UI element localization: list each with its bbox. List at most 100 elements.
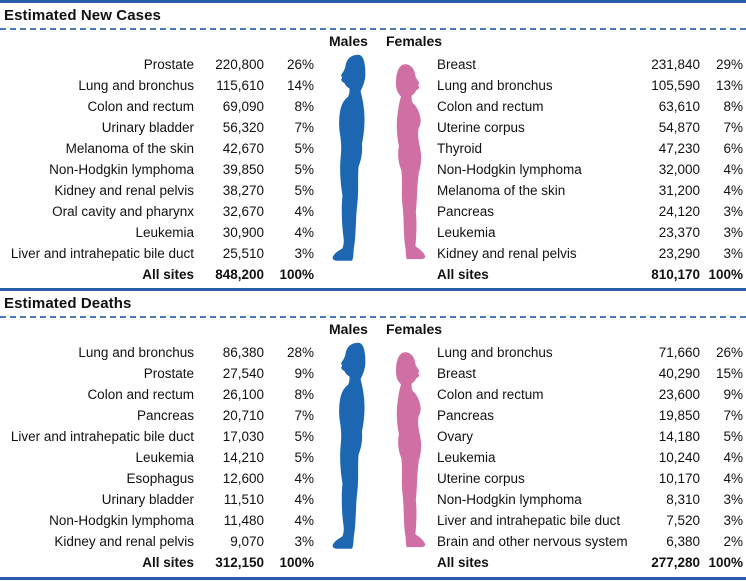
male-silhouette-icon xyxy=(331,341,379,562)
percent-value: 29% xyxy=(715,57,743,72)
case-count: 24,120 xyxy=(658,204,700,219)
percent-value: 9% xyxy=(723,387,743,402)
dashed-divider-line xyxy=(0,28,746,30)
site-label: Pancreas xyxy=(136,408,194,423)
death-count: 19,850 xyxy=(658,408,700,423)
males-header: Males xyxy=(329,321,368,337)
site-label: Pancreas xyxy=(437,408,495,423)
percent-value: 6% xyxy=(723,141,743,156)
male-silhouette-icon xyxy=(331,53,379,274)
case-count: 220,800 xyxy=(215,57,264,72)
percent-value: 8% xyxy=(294,99,314,114)
table-row: Kidney and renal pelvis 38,270 5% xyxy=(0,180,316,201)
percent-value: 100% xyxy=(708,555,743,570)
site-label: Non-Hodgkin lymphoma xyxy=(437,492,582,507)
site-label: Prostate xyxy=(143,366,194,381)
site-label: Colon and rectum xyxy=(87,387,194,402)
site-label: All sites xyxy=(437,267,489,282)
table-row: Non-Hodgkin lymphoma 32,000 4% xyxy=(430,159,746,180)
table-row: Urinary bladder 56,320 7% xyxy=(0,117,316,138)
male-new-cases-table: Prostate 220,800 26% Lung and bronchus 1… xyxy=(0,54,316,285)
table-row: Breast 231,840 29% xyxy=(430,54,746,75)
site-label: Lung and bronchus xyxy=(437,78,553,93)
percent-value: 4% xyxy=(294,225,314,240)
death-count: 9,070 xyxy=(230,534,264,549)
case-count: 63,610 xyxy=(658,99,700,114)
death-count: 23,600 xyxy=(658,387,700,402)
table-row: Non-Hodgkin lymphoma 11,480 4% xyxy=(0,510,316,531)
table-row: Pancreas 24,120 3% xyxy=(430,201,746,222)
site-label: Melanoma of the skin xyxy=(437,183,566,198)
case-count: 38,270 xyxy=(222,183,264,198)
site-label: Lung and bronchus xyxy=(78,78,194,93)
table-row: Leukemia 10,240 4% xyxy=(430,447,746,468)
site-label: All sites xyxy=(142,555,194,570)
site-label: Uterine corpus xyxy=(437,120,525,135)
percent-value: 14% xyxy=(286,78,314,93)
females-header: Females xyxy=(386,33,443,49)
death-count: 71,660 xyxy=(658,345,700,360)
site-label: Breast xyxy=(437,366,477,381)
site-label: Non-Hodgkin lymphoma xyxy=(49,162,194,177)
percent-value: 13% xyxy=(715,78,743,93)
table-row: Melanoma of the skin 42,670 5% xyxy=(0,138,316,159)
table-row: All sites 810,170 100% xyxy=(430,264,746,285)
site-label: Lung and bronchus xyxy=(78,345,194,360)
site-label: Uterine corpus xyxy=(437,471,525,486)
percent-value: 5% xyxy=(723,429,743,444)
table-row: Oral cavity and pharynx 32,670 4% xyxy=(0,201,316,222)
dashed-divider-line xyxy=(0,316,746,318)
percent-value: 4% xyxy=(294,471,314,486)
site-label: Non-Hodgkin lymphoma xyxy=(49,513,194,528)
table-row: Kidney and renal pelvis 9,070 3% xyxy=(0,531,316,552)
bottom-border-line xyxy=(0,577,746,580)
table-row: Leukemia 14,210 5% xyxy=(0,447,316,468)
table-row: Prostate 220,800 26% xyxy=(0,54,316,75)
death-count: 312,150 xyxy=(215,555,264,570)
percent-value: 4% xyxy=(294,492,314,507)
death-count: 14,210 xyxy=(222,450,264,465)
death-count: 277,280 xyxy=(651,555,700,570)
table-row: Leukemia 30,900 4% xyxy=(0,222,316,243)
percent-value: 4% xyxy=(294,513,314,528)
case-count: 47,230 xyxy=(658,141,700,156)
female-silhouette-icon xyxy=(385,61,431,272)
case-count: 39,850 xyxy=(222,162,264,177)
percent-value: 3% xyxy=(723,492,743,507)
table-row: Colon and rectum 69,090 8% xyxy=(0,96,316,117)
case-count: 69,090 xyxy=(222,99,264,114)
table-row: Esophagus 12,600 4% xyxy=(0,468,316,489)
death-count: 14,180 xyxy=(658,429,700,444)
case-count: 42,670 xyxy=(222,141,264,156)
percent-value: 28% xyxy=(286,345,314,360)
case-count: 23,290 xyxy=(658,246,700,261)
site-label: Brain and other nervous system xyxy=(437,534,628,549)
table-row: Colon and rectum 26,100 8% xyxy=(0,384,316,405)
site-label: All sites xyxy=(437,555,489,570)
table-row: Prostate 27,540 9% xyxy=(0,363,316,384)
case-count: 32,000 xyxy=(658,162,700,177)
percent-value: 9% xyxy=(294,366,314,381)
table-row: Urinary bladder 11,510 4% xyxy=(0,489,316,510)
percent-value: 8% xyxy=(723,99,743,114)
section-title-deaths: Estimated Deaths xyxy=(4,295,132,312)
site-label: Liver and intrahepatic bile duct xyxy=(437,513,621,528)
table-row: Melanoma of the skin 31,200 4% xyxy=(430,180,746,201)
percent-value: 5% xyxy=(294,429,314,444)
percent-value: 4% xyxy=(723,471,743,486)
section-divider-line xyxy=(0,288,746,291)
percent-value: 100% xyxy=(279,267,314,282)
site-label: Urinary bladder xyxy=(101,120,194,135)
death-count: 10,240 xyxy=(658,450,700,465)
percent-value: 7% xyxy=(294,120,314,135)
table-row: Liver and intrahepatic bile duct 17,030 … xyxy=(0,426,316,447)
table-row: All sites 277,280 100% xyxy=(430,552,746,573)
site-label: Liver and intrahepatic bile duct xyxy=(10,429,194,444)
percent-value: 3% xyxy=(294,534,314,549)
percent-value: 2% xyxy=(723,534,743,549)
case-count: 23,370 xyxy=(658,225,700,240)
site-label: Melanoma of the skin xyxy=(65,141,194,156)
table-row: Liver and intrahepatic bile duct 25,510 … xyxy=(0,243,316,264)
site-label: Kidney and renal pelvis xyxy=(437,246,577,261)
